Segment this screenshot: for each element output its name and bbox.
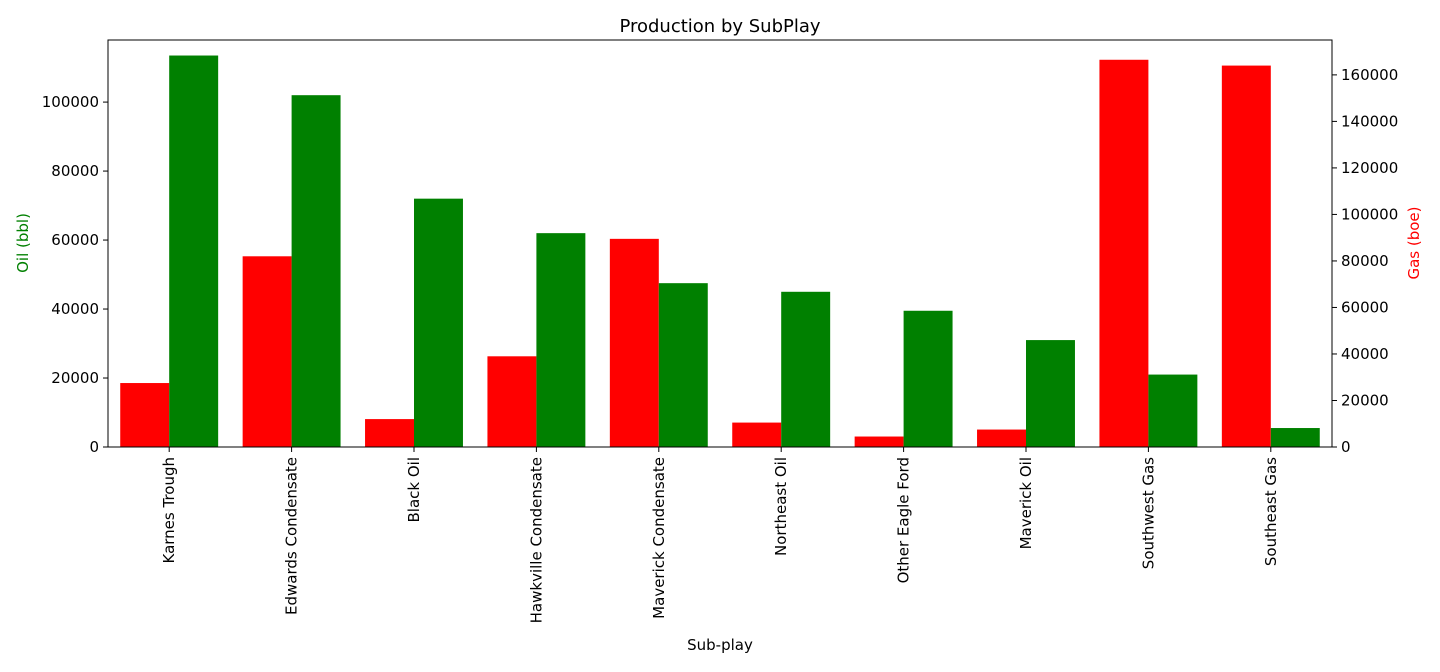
- x-tick-label: Maverick Oil: [1017, 457, 1035, 549]
- gas-bar: [487, 356, 537, 447]
- gas-bar: [854, 436, 904, 447]
- y-tick-label-left: 0: [89, 438, 99, 456]
- x-tick-label: Maverick Condensate: [650, 457, 668, 619]
- oil-bar: [291, 95, 341, 447]
- gas-bar: [365, 419, 414, 447]
- plot-frame: [107, 39, 1333, 448]
- left-axis: 0 20000 40000 60000 80000 100000: [42, 93, 108, 456]
- x-tick-label: Black Oil: [405, 457, 423, 523]
- gas-bar: [609, 238, 659, 447]
- chart-title: Production by SubPlay: [619, 16, 820, 37]
- gas-bar: [1221, 65, 1271, 447]
- right-axis: 0 20000 40000 60000 80000 100000 120000 140000 1…: [1332, 66, 1398, 456]
- x-tick-label: Southwest Gas: [1139, 457, 1157, 569]
- oil-bar: [903, 310, 953, 447]
- x-tick-label: Other Eagle Ford: [895, 457, 913, 583]
- gas-bar: [120, 383, 170, 447]
- x-axis: Karnes Trough Edwards Condensate Black Oil…: [160, 447, 1280, 623]
- gas-bar: [977, 429, 1026, 447]
- x-axis-label: Sub-play: [687, 636, 753, 654]
- x-tick-label: Northeast Oil: [772, 457, 790, 556]
- oil-bar: [1026, 340, 1075, 447]
- x-tick-label: Karnes Trough: [160, 457, 178, 564]
- oil-bar: [414, 198, 463, 447]
- y-tick-label-right: 160000: [1341, 66, 1398, 84]
- y-tick-label-right: 120000: [1341, 159, 1398, 177]
- y-tick-label-left: 20000: [51, 369, 99, 387]
- y-axis-label-right: Gas (boe): [1405, 206, 1423, 279]
- x-tick-label: Southeast Gas: [1262, 457, 1280, 566]
- oil-bar: [658, 283, 708, 447]
- y-tick-label-left: 80000: [51, 162, 99, 180]
- oil-bar: [781, 291, 831, 447]
- x-tick-label: Hawkville Condensate: [527, 457, 545, 623]
- gas-bar: [1099, 59, 1149, 448]
- gas-bar: [242, 256, 292, 447]
- y-tick-label-right: 80000: [1341, 252, 1389, 270]
- gas-bar: [732, 422, 782, 447]
- oil-bar: [169, 55, 219, 448]
- bars-group: [120, 55, 1320, 448]
- y-tick-label-left: 60000: [51, 231, 99, 249]
- y-tick-label-right: 20000: [1341, 391, 1389, 409]
- y-tick-label-right: 140000: [1341, 112, 1398, 130]
- y-axis-label-left: Oil (bbl): [14, 213, 32, 273]
- y-tick-label-right: 40000: [1341, 345, 1389, 363]
- y-tick-label-right: 60000: [1341, 298, 1389, 316]
- y-tick-label-right: 100000: [1341, 205, 1398, 223]
- x-tick-label: Edwards Condensate: [283, 457, 301, 615]
- y-tick-label-left: 100000: [42, 93, 99, 111]
- oil-bar: [536, 233, 586, 447]
- oil-bar: [1148, 374, 1198, 447]
- y-tick-label-left: 40000: [51, 300, 99, 318]
- y-tick-label-right: 0: [1341, 438, 1351, 456]
- oil-bar: [1270, 428, 1320, 447]
